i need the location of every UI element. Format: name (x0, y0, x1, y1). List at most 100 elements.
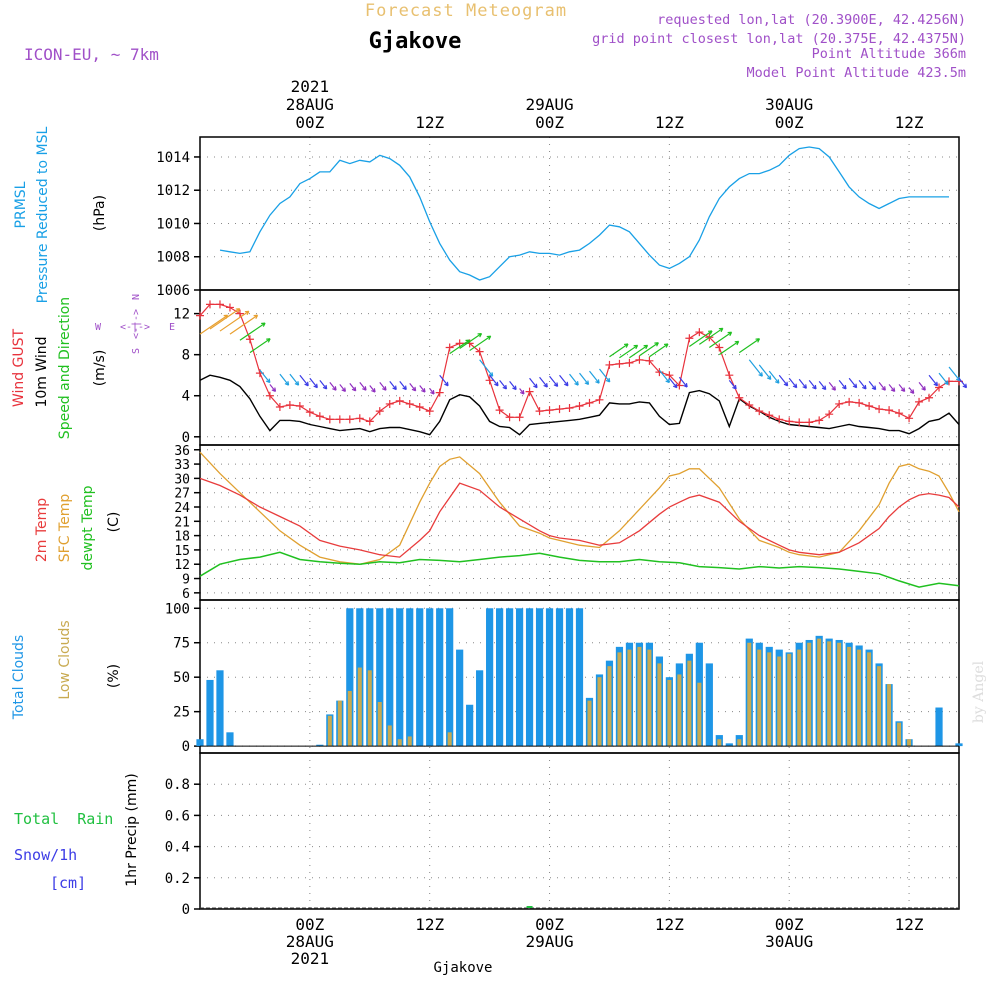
y-tick-label: 0 (182, 430, 190, 446)
total-cloud-bar (505, 608, 514, 747)
sfc-temp-line (199, 451, 960, 565)
total-cloud-bar (396, 608, 404, 747)
low-cloud-bar (387, 725, 392, 747)
snow-label: Snow/1h (14, 846, 77, 864)
time-label: 28AUG (286, 95, 334, 114)
wind-arrow (808, 379, 817, 390)
gust-marker (555, 405, 564, 414)
gust-marker (295, 401, 304, 410)
gust-marker (935, 383, 944, 392)
panels: 1006100810101012101404812691215182124273… (156, 136, 968, 918)
gust-marker (825, 410, 834, 419)
wind10m-label: 10m Wind (34, 336, 50, 407)
low-cloud-bar (627, 649, 632, 747)
wind-arrow (399, 380, 407, 391)
wind-arrow (529, 377, 538, 389)
time-label: 12Z (655, 915, 684, 934)
total-cloud-bar (476, 670, 484, 747)
gust-marker (335, 415, 344, 424)
wind-arrow (349, 383, 357, 392)
total-cloud-bar (545, 608, 554, 747)
low-cloud-bar (587, 700, 592, 747)
time-label: 00Z (535, 113, 564, 132)
low-cloud-bar (397, 739, 402, 747)
wind-arrow (439, 374, 449, 387)
gust-marker (365, 417, 374, 426)
total-cloud-bar (346, 608, 354, 747)
prmsl-label: PRMSL (13, 181, 29, 228)
wind-arrow (559, 374, 569, 387)
wind-arrow (828, 382, 836, 391)
wind-arrow (858, 379, 867, 390)
gust-marker (835, 399, 844, 408)
total-cloud-bar (496, 608, 504, 747)
wind-arrow (918, 382, 926, 391)
time-label: 00Z (535, 915, 564, 934)
wind-arrow (249, 338, 271, 354)
time-label: 12Z (415, 113, 444, 132)
gust-marker (235, 309, 244, 318)
low-cloud-bar (807, 642, 812, 747)
y-tick-label: 25 (173, 705, 190, 721)
cloud-labels: Total Clouds Low Clouds (%) (11, 620, 122, 720)
wind-arrow (888, 384, 896, 393)
gust-marker (605, 360, 614, 369)
gust-marker (615, 359, 624, 368)
gust-label: Wind GUST (11, 328, 27, 407)
wind-arrow (309, 377, 318, 389)
wind-arrow (319, 379, 328, 390)
low-cloud-bar (407, 736, 412, 747)
dew-label: dewpt Temp (80, 485, 96, 570)
y-tick-label: 75 (173, 636, 190, 652)
time-label: 12Z (415, 915, 444, 934)
y-tick-label: 1006 (156, 283, 190, 299)
pressure-labels: PRMSL Pressure Reduced to MSL (hPa) (13, 126, 108, 303)
wind-arrow (629, 344, 649, 359)
wind-arrow (329, 382, 337, 391)
precip-unit: 1hr Precip (mm) (124, 773, 140, 886)
gust-marker (285, 400, 294, 409)
low-cloud-bar (597, 677, 602, 747)
wind-arrow (868, 380, 877, 391)
time-label: 12Z (895, 113, 924, 132)
wind-arrow (748, 359, 763, 377)
wind-arrow (569, 373, 579, 386)
low-cloud-bar (357, 667, 362, 747)
rain-label: Total Rain (14, 810, 113, 828)
panel-precip: 0 0.2 0.4 0.6 0.8 (165, 752, 960, 918)
wind-arrow (359, 382, 367, 391)
total-cloud-bar (426, 608, 434, 747)
total-cloud-bar (725, 743, 733, 747)
gust-marker (945, 377, 954, 386)
low-cloud-bar (637, 646, 642, 747)
wind-arrow (259, 369, 271, 384)
gust-marker (455, 339, 464, 348)
y-tick-label: 21 (174, 515, 190, 530)
y-tick-label: 1010 (156, 216, 190, 232)
wind-arrow (239, 322, 266, 341)
wind-arrow (728, 379, 737, 390)
total-cloud-bar (466, 704, 474, 747)
gust-marker (315, 412, 324, 421)
low-cloud-bar (657, 663, 662, 747)
low-cloud-bar (767, 652, 772, 747)
y-tick-label: 50 (173, 670, 190, 686)
wind-arrow (798, 378, 807, 389)
gust-marker (775, 415, 784, 424)
low-cloud-bar (777, 656, 782, 747)
y-tick-label: 1014 (156, 150, 190, 166)
wind-arrow (958, 377, 968, 389)
wind-arrow (539, 376, 548, 388)
y-tick-label: 9 (182, 573, 190, 588)
low-cloud-bar (877, 666, 882, 747)
gust-marker (225, 303, 234, 312)
y-tick-label: 4 (182, 389, 190, 405)
total-cloud-bar (515, 608, 524, 747)
total-cloud-bar (446, 608, 454, 747)
y-tick-label: 24 (174, 501, 190, 516)
rain-bar (526, 906, 533, 908)
gust-marker (215, 300, 224, 309)
y-tick-label: 0 (182, 902, 190, 918)
